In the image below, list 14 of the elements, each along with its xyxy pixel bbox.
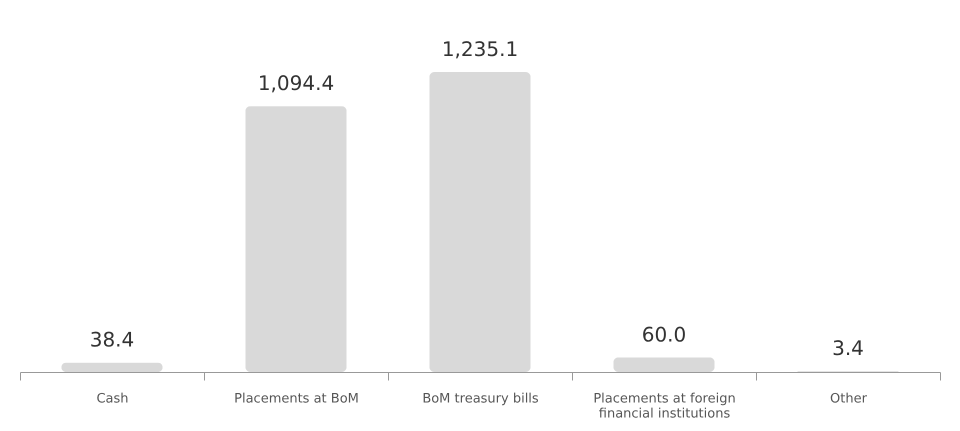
data-label: 1,094.4 xyxy=(258,71,334,96)
data-label: 60.0 xyxy=(642,322,686,346)
data-label: 38.4 xyxy=(90,328,134,352)
x-tick-label: Cash xyxy=(96,392,129,406)
data-label: 3.4 xyxy=(832,336,864,360)
x-tick-label: BoM treasury bills xyxy=(422,392,539,406)
data-label: 1,235.1 xyxy=(442,37,518,61)
bar xyxy=(613,357,715,372)
bar xyxy=(61,362,163,372)
x-tick-label: Placements at BoM xyxy=(234,392,359,406)
x-tick-label: Placements at foreign financial institutions xyxy=(593,392,736,422)
bar xyxy=(245,106,347,372)
bar xyxy=(429,72,531,372)
x-tick-label: Other xyxy=(830,392,868,406)
